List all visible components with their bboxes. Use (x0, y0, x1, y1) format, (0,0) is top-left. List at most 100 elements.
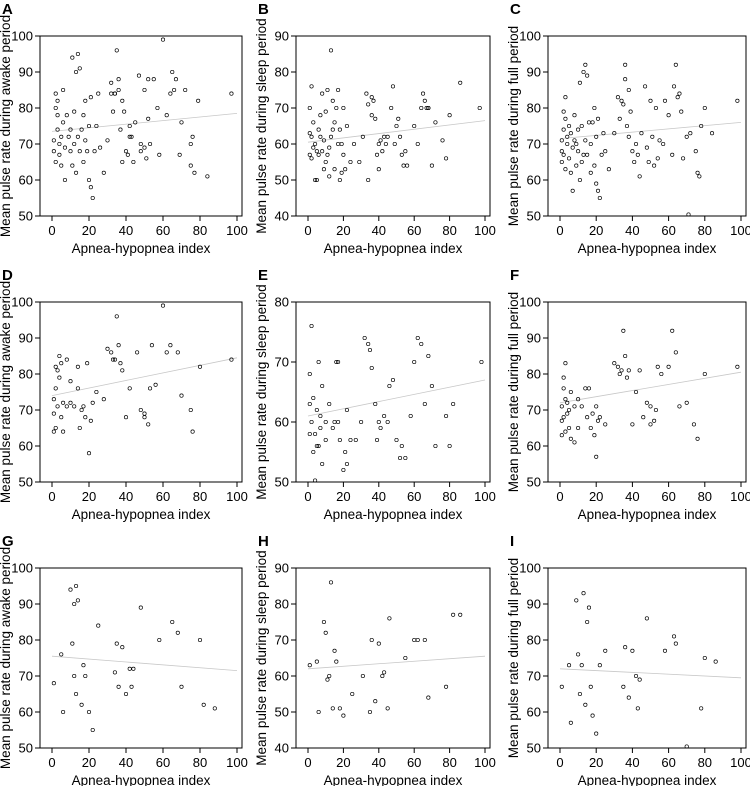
data-point (566, 156, 572, 161)
data-point (318, 113, 323, 118)
data-point (123, 415, 129, 420)
data-point (307, 105, 312, 111)
data-point (588, 684, 593, 689)
trend-line (307, 120, 486, 143)
data-point (415, 141, 420, 147)
data-point (118, 361, 123, 366)
data-point (339, 170, 344, 175)
x-tick-label: 100 (226, 489, 248, 504)
data-point (328, 134, 334, 139)
data-point (597, 663, 602, 668)
data-point (188, 163, 193, 168)
data-point (127, 386, 132, 391)
data-point (451, 401, 456, 407)
data-point (628, 109, 633, 114)
data-point (559, 404, 564, 409)
data-point (615, 95, 620, 100)
x-tick-label: 40 (372, 755, 386, 770)
data-point (373, 699, 378, 704)
data-point (90, 400, 95, 405)
y-tick-label: 100 (11, 561, 33, 576)
data-point (387, 383, 392, 389)
data-point (332, 120, 337, 125)
data-point (74, 583, 79, 589)
x-axis-label: Apnea-hypopnea index (578, 507, 717, 522)
data-point (61, 120, 66, 125)
data-point (160, 37, 166, 42)
data-point (112, 91, 117, 96)
data-point (566, 663, 572, 668)
plot-frame (295, 301, 491, 483)
data-point (131, 159, 136, 165)
x-tick-label: 20 (82, 755, 96, 770)
x-tick-label: 20 (336, 223, 350, 238)
data-point (350, 691, 355, 697)
data-point (653, 105, 658, 111)
x-tick-label: 20 (82, 223, 96, 238)
x-tick-label: 40 (119, 489, 133, 504)
data-point (579, 123, 584, 129)
data-point (318, 413, 323, 419)
y-tick-label: 50 (19, 475, 33, 490)
data-point (577, 80, 582, 85)
data-point (675, 95, 680, 100)
data-point (62, 145, 67, 150)
data-point (341, 152, 346, 157)
y-tick-label: 60 (527, 173, 541, 188)
data-point (595, 116, 601, 121)
data-point (382, 134, 387, 139)
data-point (70, 641, 75, 646)
data-point (426, 695, 431, 700)
x-tick-label: 0 (304, 755, 311, 770)
data-point (188, 407, 193, 413)
data-point (412, 359, 417, 365)
x-axis-label: Apnea-hypopnea index (324, 773, 463, 786)
data-point (70, 55, 75, 60)
data-point (623, 353, 628, 359)
data-point (385, 134, 390, 139)
data-point (330, 98, 335, 103)
data-point (374, 437, 380, 443)
data-point (673, 641, 678, 646)
data-point (697, 174, 702, 179)
data-point (637, 368, 642, 373)
y-tick-label: 100 (11, 295, 33, 310)
data-point (369, 365, 374, 371)
data-point (101, 397, 106, 402)
data-point (621, 684, 626, 689)
data-point (348, 437, 353, 443)
data-point (671, 634, 677, 639)
data-point (307, 663, 312, 668)
panel-letter: B (258, 1, 269, 18)
data-point (644, 145, 649, 150)
data-point (328, 580, 334, 585)
data-point (72, 109, 77, 114)
data-point (316, 152, 321, 157)
data-point (360, 673, 365, 679)
data-point (561, 375, 566, 380)
data-point (662, 648, 668, 653)
data-point (341, 713, 346, 718)
data-point (79, 702, 84, 707)
y-tick-label: 80 (275, 65, 289, 80)
data-point (666, 113, 671, 118)
x-tick-label: 0 (48, 223, 55, 238)
data-point (559, 433, 564, 438)
data-point (344, 407, 349, 413)
data-point (612, 361, 617, 366)
plot-frame (39, 35, 243, 217)
data-point (314, 177, 319, 183)
data-point (583, 138, 588, 143)
data-point (422, 401, 427, 407)
data-point (179, 120, 184, 125)
data-point (96, 91, 101, 96)
data-point (559, 418, 564, 423)
data-point (339, 141, 344, 147)
data-point (405, 163, 410, 168)
y-tick-label: 50 (275, 705, 289, 720)
data-point (633, 141, 639, 147)
x-tick-label: 80 (698, 755, 712, 770)
data-point (72, 601, 77, 607)
data-point (321, 167, 326, 172)
data-point (327, 673, 332, 679)
